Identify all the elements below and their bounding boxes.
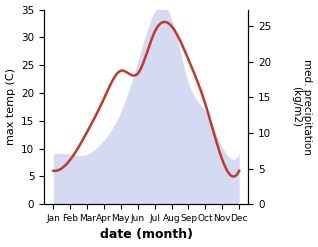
Y-axis label: max temp (C): max temp (C) bbox=[5, 68, 16, 145]
Y-axis label: med. precipitation
(kg/m2): med. precipitation (kg/m2) bbox=[291, 59, 313, 155]
X-axis label: date (month): date (month) bbox=[100, 228, 193, 242]
